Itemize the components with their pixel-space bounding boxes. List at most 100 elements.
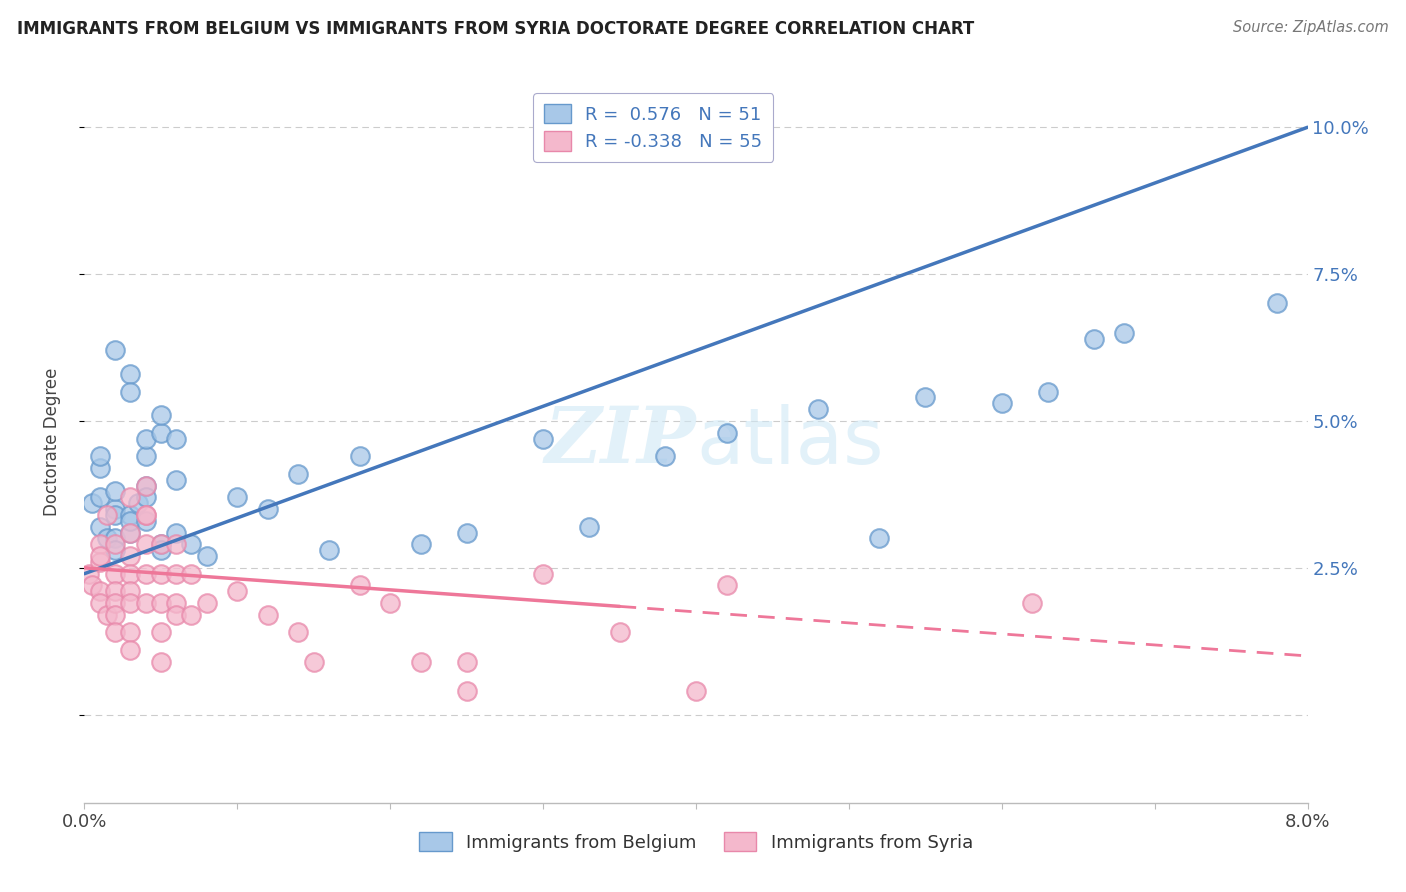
Point: [914, 391, 936, 405]
Point: [287, 467, 309, 481]
Point: [149, 425, 172, 440]
Point: [991, 396, 1014, 410]
Point: [96, 532, 118, 546]
Point: [287, 625, 309, 640]
Point: [120, 491, 142, 505]
Point: [104, 508, 127, 522]
Text: Source: ZipAtlas.com: Source: ZipAtlas.com: [1233, 20, 1389, 35]
Point: [685, 684, 707, 698]
Point: [104, 343, 127, 358]
Point: [456, 525, 478, 540]
Point: [1265, 296, 1288, 310]
Point: [409, 655, 432, 669]
Point: [89, 596, 111, 610]
Point: [716, 578, 738, 592]
Point: [135, 478, 157, 492]
Point: [149, 537, 172, 551]
Point: [104, 532, 127, 546]
Point: [89, 519, 111, 533]
Point: [120, 643, 142, 657]
Point: [80, 496, 103, 510]
Point: [104, 596, 127, 610]
Point: [807, 402, 830, 417]
Point: [531, 566, 554, 581]
Point: [135, 508, 157, 522]
Point: [349, 449, 371, 463]
Point: [302, 655, 325, 669]
Point: [380, 596, 402, 610]
Point: [135, 514, 157, 528]
Point: [654, 449, 676, 463]
Point: [149, 537, 172, 551]
Point: [149, 566, 172, 581]
Point: [89, 461, 111, 475]
Point: [149, 625, 172, 640]
Point: [104, 502, 127, 516]
Point: [180, 537, 202, 551]
Point: [165, 525, 187, 540]
Point: [149, 408, 172, 422]
Point: [96, 607, 118, 622]
Point: [120, 584, 142, 599]
Point: [257, 502, 280, 516]
Point: [120, 384, 142, 399]
Text: ZIP: ZIP: [544, 403, 696, 480]
Point: [165, 566, 187, 581]
Point: [1021, 596, 1043, 610]
Point: [89, 555, 111, 569]
Point: [104, 566, 127, 581]
Point: [226, 491, 249, 505]
Point: [89, 449, 111, 463]
Point: [1114, 326, 1136, 340]
Point: [77, 566, 100, 581]
Point: [96, 508, 118, 522]
Point: [135, 449, 157, 463]
Point: [165, 432, 187, 446]
Point: [869, 532, 891, 546]
Point: [456, 655, 478, 669]
Point: [531, 432, 554, 446]
Point: [135, 566, 157, 581]
Point: [120, 367, 142, 381]
Point: [180, 566, 202, 581]
Point: [120, 566, 142, 581]
Point: [165, 596, 187, 610]
Point: [318, 543, 340, 558]
Point: [195, 549, 218, 563]
Point: [120, 514, 142, 528]
Point: [1036, 384, 1059, 399]
Point: [104, 584, 127, 599]
Legend: Immigrants from Belgium, Immigrants from Syria: Immigrants from Belgium, Immigrants from…: [412, 824, 980, 859]
Point: [1083, 332, 1105, 346]
Point: [578, 519, 600, 533]
Point: [165, 473, 187, 487]
Point: [89, 549, 111, 563]
Point: [165, 537, 187, 551]
Point: [716, 425, 738, 440]
Point: [104, 484, 127, 499]
Point: [149, 543, 172, 558]
Point: [104, 607, 127, 622]
Point: [135, 508, 157, 522]
Point: [127, 496, 149, 510]
Text: IMMIGRANTS FROM BELGIUM VS IMMIGRANTS FROM SYRIA DOCTORATE DEGREE CORRELATION CH: IMMIGRANTS FROM BELGIUM VS IMMIGRANTS FR…: [17, 20, 974, 37]
Point: [149, 596, 172, 610]
Point: [349, 578, 371, 592]
Point: [135, 491, 157, 505]
Point: [104, 543, 127, 558]
Point: [104, 625, 127, 640]
Point: [120, 525, 142, 540]
Point: [120, 625, 142, 640]
Point: [89, 584, 111, 599]
Point: [120, 596, 142, 610]
Point: [120, 549, 142, 563]
Point: [135, 537, 157, 551]
Point: [456, 684, 478, 698]
Point: [80, 578, 103, 592]
Text: atlas: atlas: [696, 403, 883, 480]
Point: [165, 607, 187, 622]
Y-axis label: Doctorate Degree: Doctorate Degree: [42, 368, 60, 516]
Point: [135, 596, 157, 610]
Point: [89, 491, 111, 505]
Point: [226, 584, 249, 599]
